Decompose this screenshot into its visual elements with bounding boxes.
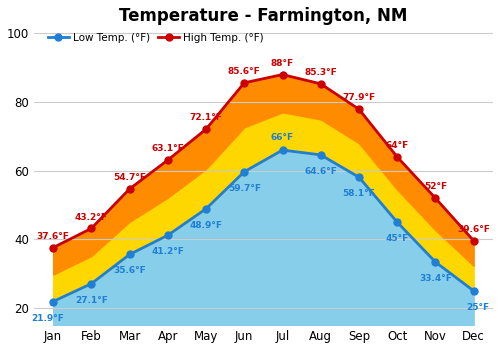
High Temp. (°F) (50, 245, 56, 250)
Low Temp. (°F) (470, 289, 476, 293)
Text: 77.9°F: 77.9°F (342, 93, 376, 103)
Low Temp. (°F) (394, 220, 400, 224)
Text: 45°F: 45°F (386, 234, 409, 243)
Text: 66°F: 66°F (271, 133, 294, 141)
High Temp. (°F) (318, 82, 324, 86)
Low Temp. (°F) (356, 175, 362, 179)
Low Temp. (°F) (165, 233, 171, 237)
Text: 39.6°F: 39.6°F (457, 225, 490, 234)
Text: 85.3°F: 85.3°F (304, 68, 337, 77)
Low Temp. (°F) (280, 148, 285, 152)
Legend: Low Temp. (°F), High Temp. (°F): Low Temp. (°F), High Temp. (°F) (44, 29, 268, 47)
Text: 35.6°F: 35.6°F (113, 266, 146, 275)
Text: 37.6°F: 37.6°F (36, 232, 70, 241)
Text: 54.7°F: 54.7°F (113, 173, 146, 182)
Low Temp. (°F) (203, 207, 209, 211)
Low Temp. (°F) (126, 252, 132, 257)
High Temp. (°F) (280, 72, 285, 77)
Text: 43.2°F: 43.2°F (75, 212, 108, 222)
Low Temp. (°F) (50, 299, 56, 303)
Text: 64°F: 64°F (386, 141, 409, 150)
Text: 63.1°F: 63.1°F (152, 144, 184, 153)
High Temp. (°F) (470, 239, 476, 243)
High Temp. (°F) (242, 81, 248, 85)
Line: Low Temp. (°F): Low Temp. (°F) (50, 147, 477, 305)
Text: 72.1°F: 72.1°F (190, 113, 222, 122)
Text: 41.2°F: 41.2°F (152, 247, 184, 256)
High Temp. (°F) (126, 187, 132, 191)
Low Temp. (°F) (242, 170, 248, 174)
High Temp. (°F) (88, 226, 94, 231)
High Temp. (°F) (394, 155, 400, 159)
Text: 88°F: 88°F (271, 59, 294, 68)
Text: 48.9°F: 48.9°F (190, 221, 222, 230)
Text: 25°F: 25°F (466, 303, 489, 312)
Text: 64.6°F: 64.6°F (304, 167, 337, 176)
Title: Temperature - Farmington, NM: Temperature - Farmington, NM (119, 7, 408, 25)
Text: 59.7°F: 59.7°F (228, 184, 261, 193)
High Temp. (°F) (356, 107, 362, 111)
Text: 21.9°F: 21.9°F (31, 314, 64, 322)
Text: 33.4°F: 33.4°F (419, 274, 452, 283)
High Temp. (°F) (432, 196, 438, 200)
High Temp. (°F) (203, 127, 209, 131)
Text: 85.6°F: 85.6°F (228, 67, 260, 76)
Low Temp. (°F) (88, 281, 94, 286)
High Temp. (°F) (165, 158, 171, 162)
Low Temp. (°F) (432, 260, 438, 264)
Line: High Temp. (°F): High Temp. (°F) (50, 71, 477, 251)
Text: 58.1°F: 58.1°F (342, 189, 376, 198)
Text: 27.1°F: 27.1°F (75, 296, 108, 304)
Text: 52°F: 52°F (424, 182, 447, 191)
Low Temp. (°F) (318, 153, 324, 157)
